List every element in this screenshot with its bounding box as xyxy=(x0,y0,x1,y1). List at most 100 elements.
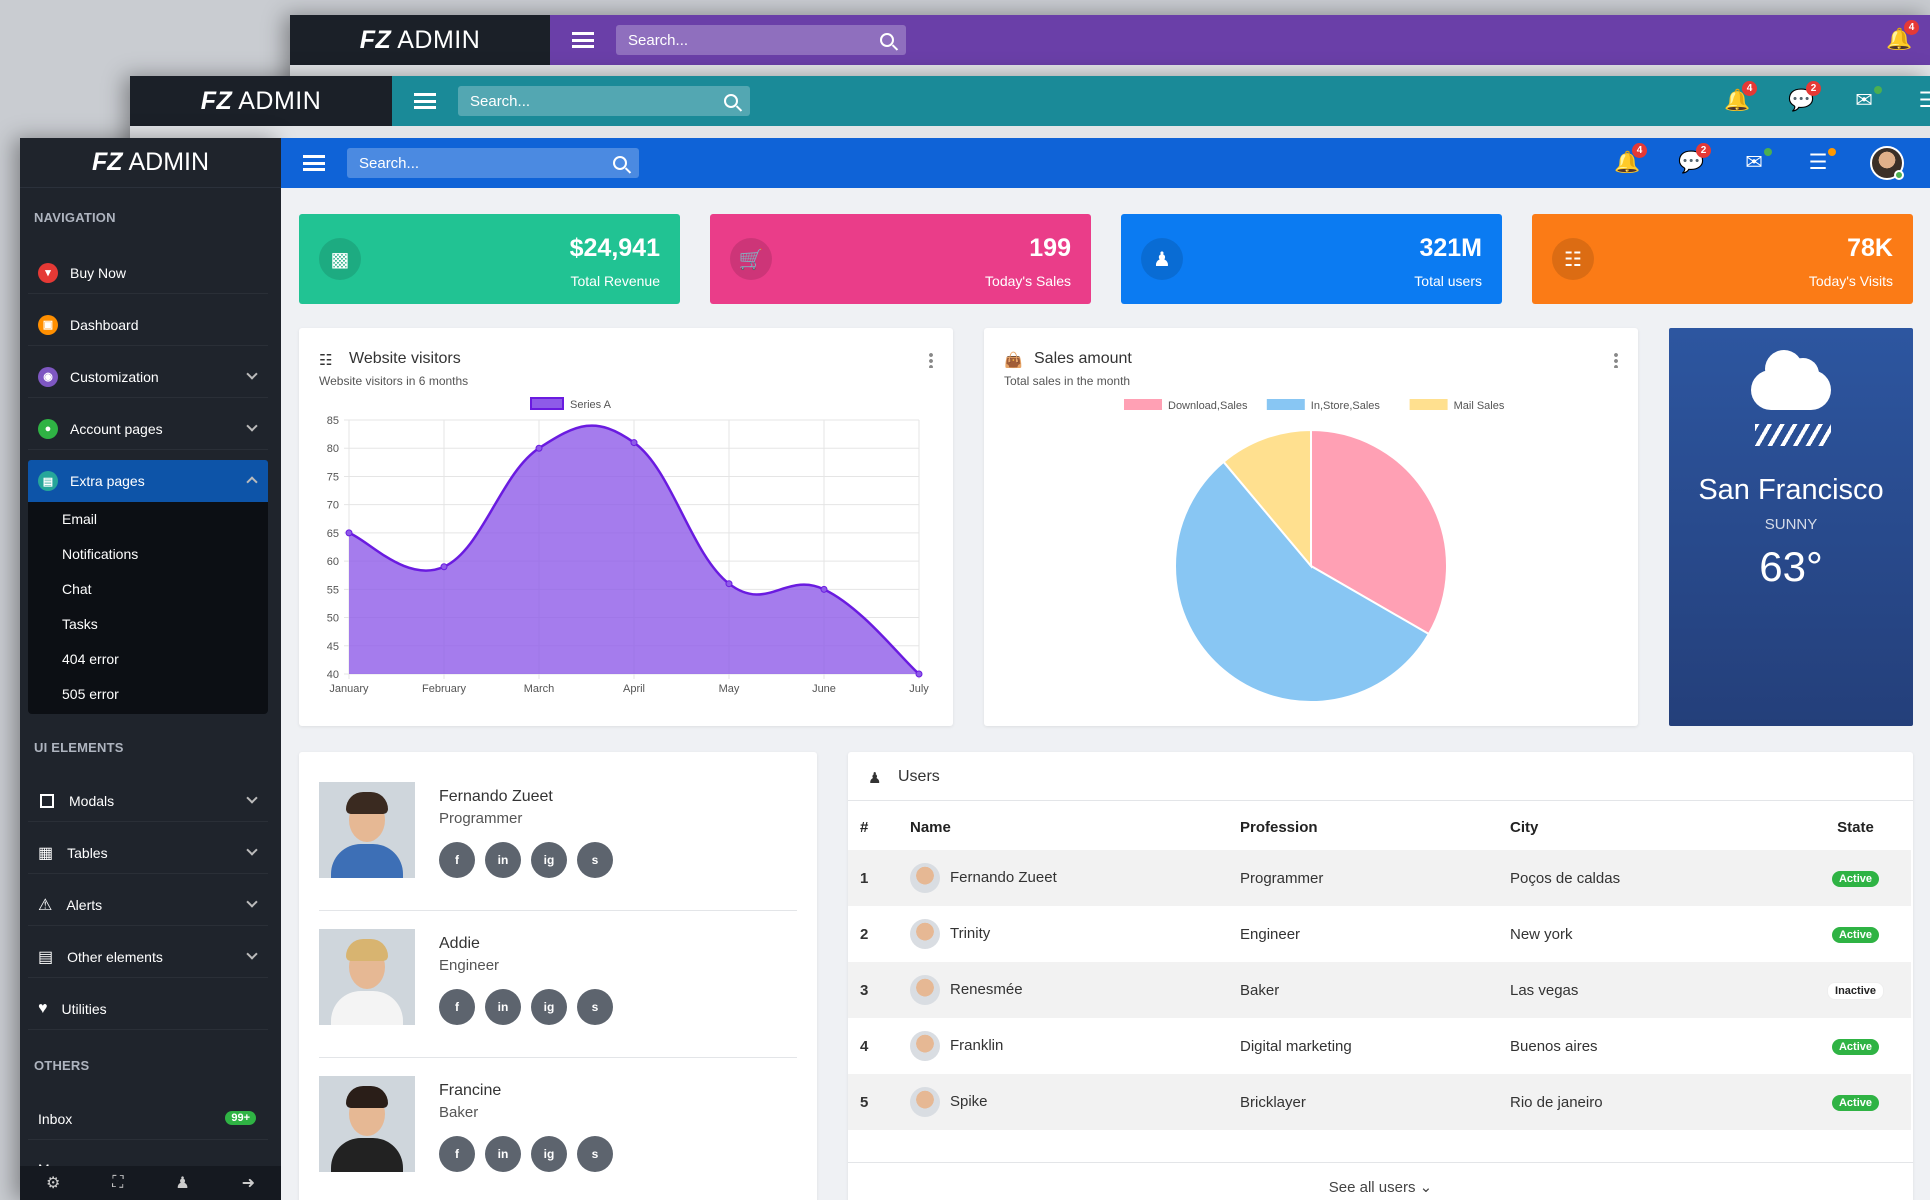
table-row[interactable]: 1 Fernando Zueet Programmer Poços de cal… xyxy=(848,850,1911,906)
y-tick-label: 75 xyxy=(327,471,339,483)
linkedin-icon[interactable]: in xyxy=(485,1136,521,1172)
sidebar-item-buy-now[interactable]: ▾ Buy Now xyxy=(28,252,268,294)
linkedin-icon[interactable]: in xyxy=(485,842,521,878)
person-photo xyxy=(319,1076,415,1172)
skype-icon[interactable]: s xyxy=(577,1136,613,1172)
submenu-item-505-error[interactable]: 505 error xyxy=(62,686,119,702)
pie-slice xyxy=(1310,428,1448,636)
legend-label: Series A xyxy=(570,399,612,411)
facebook-icon[interactable]: f xyxy=(439,1136,475,1172)
menu-toggle-icon[interactable] xyxy=(414,93,436,109)
sidebar-item-inbox[interactable]: Inbox 99+ xyxy=(28,1098,268,1140)
menu-toggle-icon[interactable] xyxy=(303,155,325,171)
weather-temperature: 63° xyxy=(1759,543,1823,590)
search-icon xyxy=(613,156,627,170)
kpi-value: $24,941 xyxy=(569,234,660,262)
table-row[interactable]: 2 Trinity Engineer New york Active xyxy=(848,906,1911,962)
linkedin-icon[interactable]: in xyxy=(485,989,521,1025)
submenu-item-chat[interactable]: Chat xyxy=(62,581,92,597)
instagram-icon[interactable]: ig xyxy=(531,1136,567,1172)
sidebar-item-utilities[interactable]: ♥ Utilities xyxy=(28,988,268,1030)
y-tick-label: 50 xyxy=(327,613,339,625)
avatar xyxy=(910,863,940,893)
data-point xyxy=(915,670,923,678)
submenu-item-tasks[interactable]: Tasks xyxy=(62,616,98,632)
bell-icon[interactable]: 🔔 4 xyxy=(1614,143,1647,174)
person-name: Fernando Zueet xyxy=(439,788,553,805)
pie-slice xyxy=(1222,428,1312,569)
table-row[interactable]: 4 Franklin Digital marketing Buenos aire… xyxy=(848,1018,1911,1074)
user-lock-icon[interactable]: ♟ xyxy=(175,1175,190,1192)
search-input[interactable]: Search... xyxy=(347,148,639,178)
table-row[interactable]: 5 Spike Bricklayer Rio de janeiro Active xyxy=(848,1074,1911,1130)
column-header: # xyxy=(860,818,869,836)
x-tick-label: February xyxy=(422,683,467,695)
sidebar-item-customization[interactable]: ◉ Customization xyxy=(28,356,268,398)
weather-widget: San Francisco SUNNY 63° xyxy=(1669,328,1913,726)
instagram-icon[interactable]: ig xyxy=(531,842,567,878)
y-tick-label: 45 xyxy=(327,641,339,653)
search-icon xyxy=(724,94,738,108)
sidebar-item-modals[interactable]: Modals xyxy=(28,780,268,822)
tasks-icon[interactable]: ☰ xyxy=(1806,148,1836,174)
chevron-down-icon xyxy=(246,792,258,804)
fullscreen-icon[interactable]: ⛶ xyxy=(112,1174,124,1191)
chat-icon[interactable]: 💬 2 xyxy=(1678,143,1711,174)
weather-city: San Francisco xyxy=(1698,474,1884,506)
kpi-value: 321M xyxy=(1419,234,1482,262)
x-tick-label: June xyxy=(812,683,836,695)
sidebar-item-alerts[interactable]: ⚠ Alerts xyxy=(28,884,268,926)
card-title: Website visitors xyxy=(349,350,461,367)
facebook-icon[interactable]: f xyxy=(439,989,475,1025)
menu-toggle-icon[interactable] xyxy=(572,32,594,48)
bell-icon[interactable]: 🔔 4 xyxy=(1886,20,1919,51)
search-input[interactable]: Search... xyxy=(458,86,750,116)
top-navbar: Search... 🔔 4 💬 2 ✉ ☰ xyxy=(281,138,1930,188)
legend-swatch xyxy=(1409,399,1448,410)
section-others: OTHERS xyxy=(34,1058,90,1073)
kpi-label: Total users xyxy=(1414,273,1482,289)
submenu-item-404-error[interactable]: 404 error xyxy=(62,651,119,667)
rain-cloud-icon xyxy=(1751,350,1831,410)
gear-icon[interactable]: ⚙ xyxy=(45,1175,61,1192)
search-icon xyxy=(880,33,894,47)
instagram-icon[interactable]: ig xyxy=(531,989,567,1025)
more-options-icon[interactable] xyxy=(1614,352,1618,368)
table-row[interactable]: 3 Renesmée Baker Las vegas Inactive xyxy=(848,962,1911,1018)
tasks-icon[interactable]: ☰ xyxy=(1918,89,1930,112)
facebook-icon[interactable]: f xyxy=(439,842,475,878)
card-subtitle: Website visitors in 6 months xyxy=(319,374,469,388)
sidebar-item-account-pages[interactable]: ● Account pages xyxy=(28,408,268,450)
square-icon xyxy=(40,793,54,808)
sidebar-item-other-elements[interactable]: ▤ Other elements xyxy=(28,936,268,978)
sales-amount-card: 👜 Sales amount Total sales in the month D… xyxy=(984,328,1638,726)
chat-icon[interactable]: 💬 2 xyxy=(1788,81,1821,112)
user-avatar[interactable] xyxy=(1870,146,1904,180)
submenu-item-email[interactable]: Email xyxy=(62,511,98,527)
column-header: State xyxy=(1837,818,1874,836)
search-input[interactable]: Search... xyxy=(616,25,906,55)
sidebar-item-dashboard[interactable]: ▣ Dashboard xyxy=(28,304,268,346)
more-options-icon[interactable] xyxy=(929,352,933,368)
data-point xyxy=(725,580,733,588)
brand-logo: FZ ADMIN xyxy=(130,76,392,126)
x-tick-label: January xyxy=(329,683,369,695)
skype-icon[interactable]: s xyxy=(577,842,613,878)
mail-icon[interactable]: ✉ xyxy=(1742,148,1772,174)
visitors-line-chart: 40 45 50 55 60 65 70 75 80 85 January February March… xyxy=(327,397,929,695)
sidebar-item-messages[interactable]: Messages xyxy=(28,1148,268,1170)
person-photo xyxy=(319,929,415,1025)
warning-icon: ⚠ xyxy=(38,896,53,914)
legend-label: Mail Sales xyxy=(1454,400,1505,412)
website-visitors-card: ☷ Website visitors Website visitors in 6 … xyxy=(299,328,953,726)
sidebar-item-extra-pages[interactable]: ▤ Extra pages xyxy=(28,460,268,502)
bell-icon[interactable]: 🔔 4 xyxy=(1724,81,1757,112)
data-point xyxy=(535,444,543,452)
logout-icon[interactable]: ➜ xyxy=(241,1175,256,1192)
see-all-users-link[interactable]: See all users ⌄ xyxy=(848,1162,1913,1200)
mail-icon[interactable]: ✉ xyxy=(1852,86,1882,112)
kpi-todays-sales: 🛒 199 Today's Sales xyxy=(710,214,1091,304)
skype-icon[interactable]: s xyxy=(577,989,613,1025)
sidebar-item-tables[interactable]: ▦ Tables xyxy=(28,832,268,874)
submenu-item-notifications[interactable]: Notifications xyxy=(62,546,139,562)
